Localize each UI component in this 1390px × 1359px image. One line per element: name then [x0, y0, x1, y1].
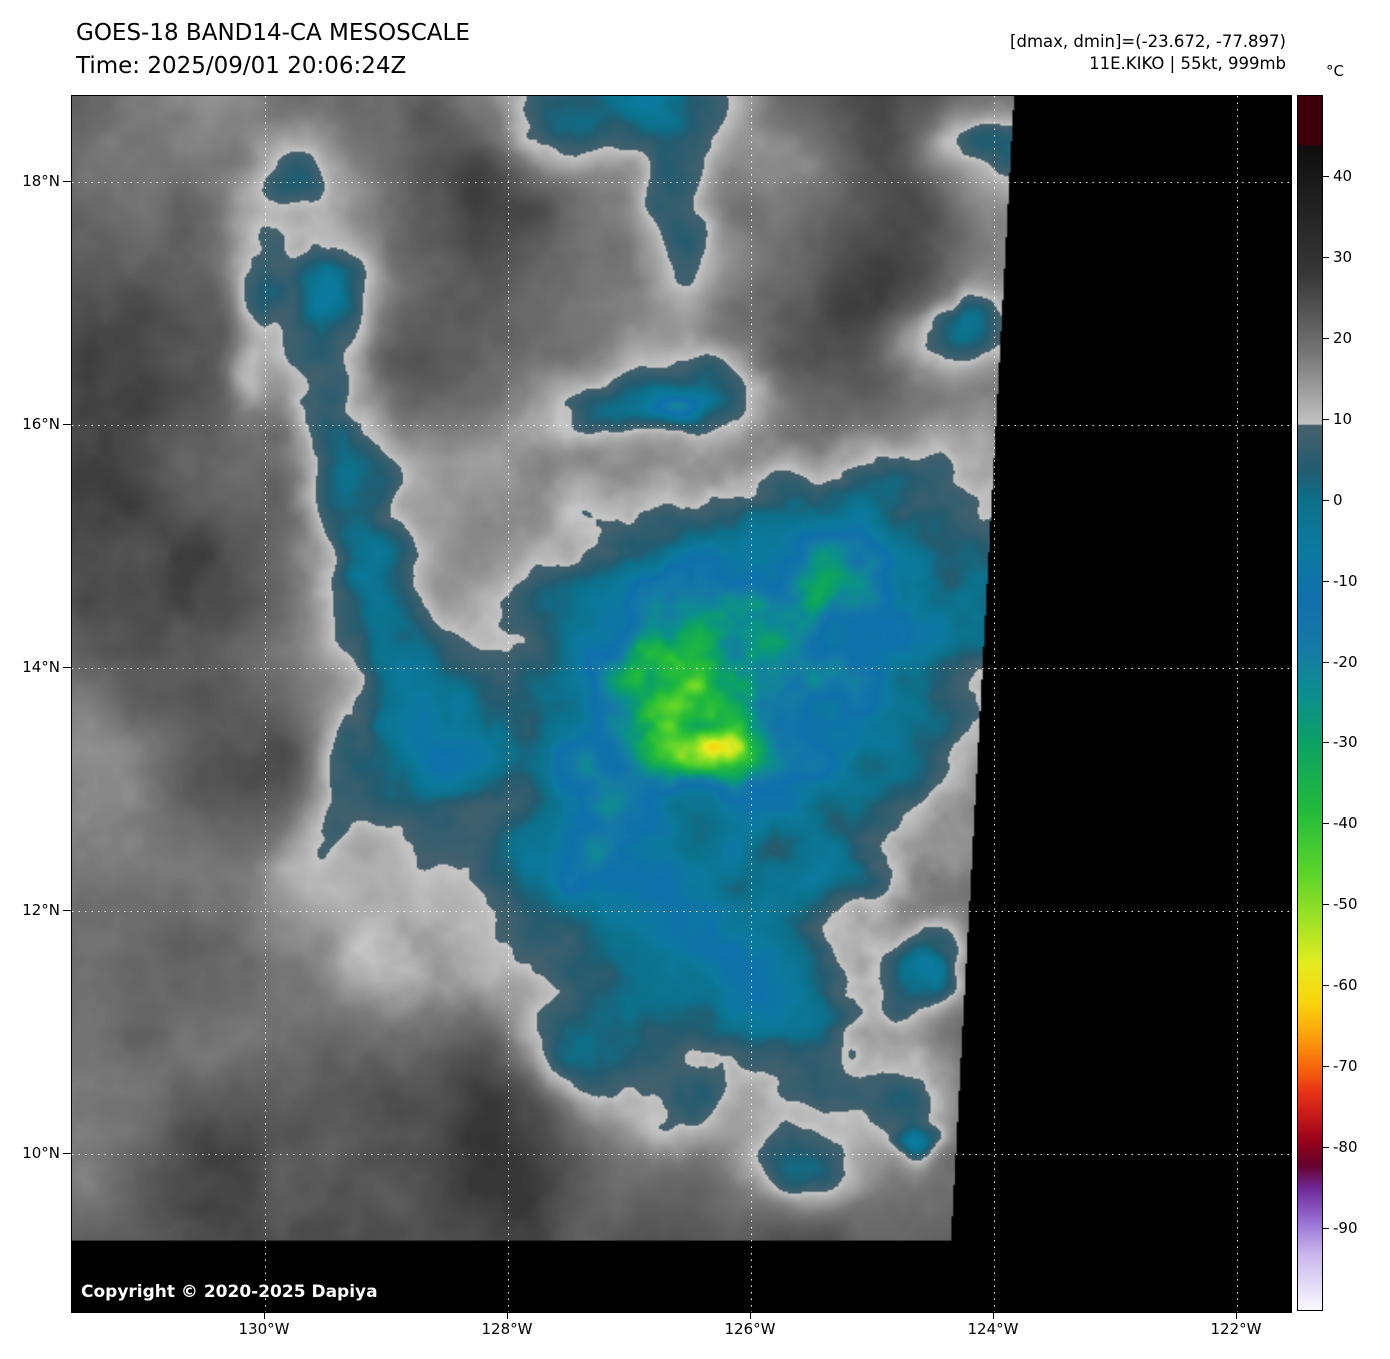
- ytick-label-18: 18°N: [22, 172, 60, 190]
- cbtick-mark--40: [1323, 823, 1329, 824]
- cbtick-label--30: -30: [1333, 733, 1358, 751]
- gridline-lat-10: [72, 1154, 1291, 1155]
- gridline-lon-124: [994, 96, 995, 1312]
- cbtick-mark-0: [1323, 500, 1329, 501]
- cbtick-label--70: -70: [1333, 1057, 1358, 1075]
- cbtick-mark--70: [1323, 1066, 1329, 1067]
- cbtick-mark--50: [1323, 904, 1329, 905]
- cbtick-label--40: -40: [1333, 814, 1358, 832]
- cbtick-mark-30: [1323, 257, 1329, 258]
- gridline-lon-130: [265, 96, 266, 1312]
- cbtick-label--90: -90: [1333, 1219, 1358, 1237]
- cbtick-label-20: 20: [1333, 329, 1353, 347]
- cbtick-mark--30: [1323, 742, 1329, 743]
- copyright-label: Copyright © 2020-2025 Dapiya: [81, 1282, 378, 1302]
- xtick-label-122: 122°W: [1210, 1320, 1262, 1338]
- ytick-mark-10: [63, 1153, 71, 1154]
- colorbar-gradient-canvas: [1298, 96, 1322, 1310]
- xtick-mark-126: [750, 1312, 751, 1319]
- ytick-label-10: 10°N: [22, 1144, 60, 1162]
- cbtick-mark--80: [1323, 1147, 1329, 1148]
- xtick-mark-130: [264, 1312, 265, 1319]
- cbtick-label--20: -20: [1333, 653, 1358, 671]
- header-annotations: [dmax, dmin]=(-23.672, -77.897) 11E.KIKO…: [1010, 31, 1286, 75]
- ytick-label-14: 14°N: [22, 658, 60, 676]
- gridline-lat-12: [72, 911, 1291, 912]
- ytick-mark-12: [63, 910, 71, 911]
- xtick-mark-124: [993, 1312, 994, 1319]
- ytick-label-16: 16°N: [22, 415, 60, 433]
- colorbar-unit-label: °C: [1326, 62, 1344, 80]
- satellite-map: Copyright © 2020-2025 Dapiya: [71, 95, 1292, 1313]
- cbtick-mark--20: [1323, 662, 1329, 663]
- page-title: GOES-18 BAND14-CA MESOSCALE: [76, 20, 470, 46]
- gridline-lon-126: [751, 96, 752, 1312]
- cbtick-label--80: -80: [1333, 1138, 1358, 1156]
- gridline-lon-128: [508, 96, 509, 1312]
- cbtick-mark-20: [1323, 338, 1329, 339]
- cbtick-label-30: 30: [1333, 248, 1353, 266]
- gridline-lat-16: [72, 425, 1291, 426]
- ytick-label-12: 12°N: [22, 901, 60, 919]
- xtick-mark-122: [1236, 1312, 1237, 1319]
- xtick-label-128: 128°W: [481, 1320, 533, 1338]
- gridline-lat-18: [72, 182, 1291, 183]
- ytick-mark-16: [63, 424, 71, 425]
- ytick-mark-14: [63, 667, 71, 668]
- cbtick-mark-10: [1323, 419, 1329, 420]
- cbtick-label--10: -10: [1333, 572, 1358, 590]
- cbtick-mark--90: [1323, 1228, 1329, 1229]
- xtick-label-126: 126°W: [724, 1320, 776, 1338]
- gridline-lat-14: [72, 668, 1291, 669]
- xtick-label-124: 124°W: [967, 1320, 1019, 1338]
- xtick-label-130: 130°W: [238, 1320, 290, 1338]
- xtick-mark-128: [507, 1312, 508, 1319]
- gridline-lon-122: [1237, 96, 1238, 1312]
- storm-info-readout: 11E.KIKO | 55kt, 999mb: [1089, 54, 1286, 73]
- cbtick-label--50: -50: [1333, 895, 1358, 913]
- dmax-dmin-readout: [dmax, dmin]=(-23.672, -77.897): [1010, 32, 1286, 51]
- cbtick-label-10: 10: [1333, 410, 1353, 428]
- ytick-mark-18: [63, 181, 71, 182]
- cbtick-label-0: 0: [1333, 491, 1343, 509]
- image-timestamp: Time: 2025/09/01 20:06:24Z: [76, 53, 407, 79]
- cbtick-label--60: -60: [1333, 976, 1358, 994]
- cbtick-mark--10: [1323, 581, 1329, 582]
- cbtick-label-40: 40: [1333, 167, 1353, 185]
- cbtick-mark-40: [1323, 176, 1329, 177]
- temperature-colorbar: [1297, 95, 1323, 1311]
- satellite-image-canvas: [72, 96, 1291, 1312]
- cbtick-mark--60: [1323, 985, 1329, 986]
